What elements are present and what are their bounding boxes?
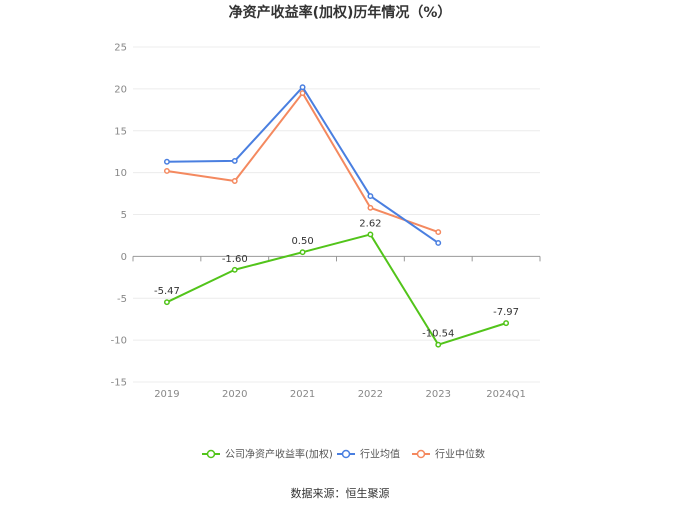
grid <box>133 46 540 383</box>
data-point[interactable] <box>231 266 238 273</box>
data-label: -5.47 <box>154 286 180 297</box>
y-tick-label: 20 <box>114 84 127 95</box>
data-point[interactable] <box>163 158 170 165</box>
legend-label: 公司净资产收益率(加权) <box>225 448 333 461</box>
source-note: 数据来源：恒生聚源 <box>291 486 390 500</box>
legend-item-1[interactable]: 行业均值 <box>337 448 400 461</box>
data-point[interactable] <box>299 84 306 91</box>
data-label: -10.54 <box>422 329 454 340</box>
data-point[interactable] <box>299 249 306 256</box>
x-tick-label: 2020 <box>222 389 247 400</box>
y-tick-label: 15 <box>114 126 127 137</box>
series <box>163 84 510 348</box>
data-point[interactable] <box>163 168 170 174</box>
series-line-2 <box>166 92 439 234</box>
y-tick-label: 0 <box>121 252 127 263</box>
y-tick-label: 5 <box>121 210 127 221</box>
data-label: 2.62 <box>359 218 381 229</box>
x-tick-label: 2022 <box>358 389 383 400</box>
data-point[interactable] <box>435 240 442 246</box>
legend-marker <box>416 449 426 459</box>
legend-item-2[interactable]: 行业中位数 <box>412 448 485 461</box>
x-tick-label: 2023 <box>426 389 451 400</box>
legend-marker <box>341 449 351 459</box>
data-label: -1.60 <box>222 254 248 265</box>
series-line-0 <box>166 233 507 346</box>
data-point[interactable] <box>367 204 374 211</box>
y-tick-label: -5 <box>117 294 127 305</box>
legend-label: 行业均值 <box>360 448 400 461</box>
data-point[interactable] <box>163 299 170 306</box>
legend-marker <box>206 449 216 459</box>
x-tick-label: 2024Q1 <box>486 389 526 400</box>
legend-item-0[interactable]: 公司净资产收益率(加权) <box>202 448 333 461</box>
data-point[interactable] <box>367 193 374 200</box>
y-tick-label: -15 <box>111 378 127 389</box>
legend[interactable]: 公司净资产收益率(加权) 行业均值 行业中位数 <box>202 448 485 461</box>
x-tick-label: 2021 <box>290 389 315 400</box>
chart-title: 净资产收益率(加权)历年情况（%） <box>229 4 452 21</box>
data-point[interactable] <box>435 229 442 236</box>
series-line-1 <box>166 86 439 244</box>
y-tick-label: 10 <box>114 168 127 179</box>
legend-label: 行业中位数 <box>435 448 485 461</box>
data-point[interactable] <box>231 178 238 184</box>
data-point[interactable] <box>231 157 238 164</box>
data-point[interactable] <box>299 90 306 97</box>
axes: 25 20 15 10 5 0 -5 -10 -15 2019 2020 2021 2022 2023 20… <box>111 43 541 400</box>
data-label: 0.50 <box>291 236 313 247</box>
data-labels: -5.47 -1.60 0.50 2.62 -10.54 -7.97 <box>154 218 519 339</box>
data-label: -7.97 <box>493 307 519 318</box>
x-tick-label: 2019 <box>154 389 179 400</box>
data-point[interactable] <box>435 341 442 348</box>
data-point[interactable] <box>367 231 374 238</box>
data-point[interactable] <box>503 320 510 327</box>
y-tick-label: -10 <box>111 336 127 347</box>
y-tick-label: 25 <box>114 43 127 54</box>
